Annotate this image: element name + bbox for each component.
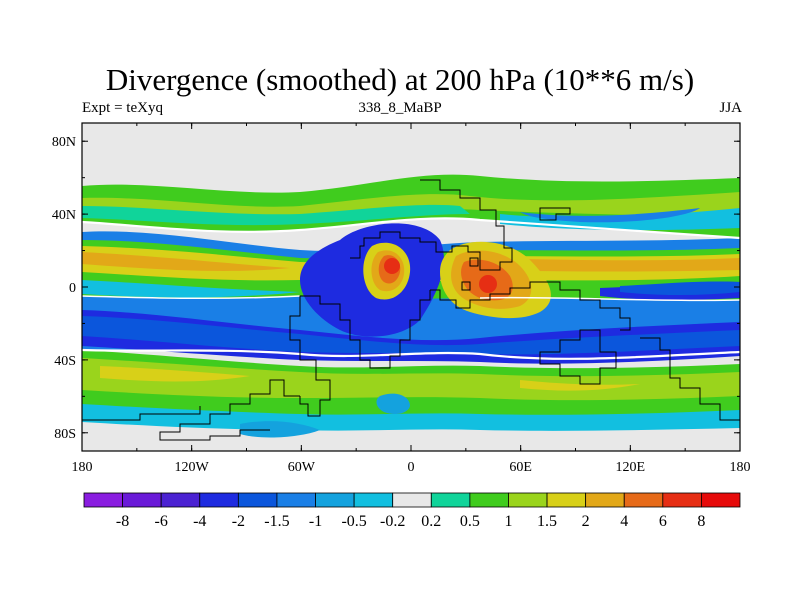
lon-tick-label: 180 — [72, 460, 93, 475]
colorbar-swatch — [546, 492, 587, 508]
divergence-map — [81, 122, 741, 452]
colorbar-label: -4 — [193, 513, 206, 530]
lat-tick-label: 80S — [54, 427, 76, 442]
longitude-axis: 180 120W 60W 0 60E 120E 180 — [72, 123, 751, 475]
colorbar-swatch — [315, 492, 355, 508]
colorbar-swatch — [237, 492, 278, 508]
colorbar-swatch — [508, 492, 548, 508]
colorbar-label: -0.2 — [380, 513, 405, 530]
lat-tick-label: 0 — [69, 281, 76, 296]
colorbar-swatch — [160, 492, 201, 508]
colorbar-swatch — [199, 492, 239, 508]
colorbar-swatch — [353, 492, 394, 508]
colorbar-label: -6 — [155, 513, 168, 530]
colorbar-swatch — [662, 492, 702, 508]
experiment-label: Expt = teXyq — [82, 100, 163, 116]
lat-tick-label: 40N — [52, 208, 76, 223]
lat-tick-label: 40S — [54, 354, 76, 369]
colorbar-label: 2 — [582, 513, 590, 530]
lat-tick-label: 80N — [52, 135, 76, 150]
colorbar-label: 0.2 — [421, 513, 441, 530]
colorbar-swatch — [122, 492, 162, 508]
colorbar-swatch — [83, 492, 123, 508]
colorbar-swatch — [701, 492, 741, 508]
colorbar-label: -0.5 — [341, 513, 366, 530]
colorbar-label: 6 — [659, 513, 667, 530]
colorbar-swatch — [623, 492, 664, 508]
lon-tick-label: 120E — [616, 460, 646, 475]
case-label: 338_8_MaBP — [358, 100, 442, 116]
colorbar-swatch — [392, 492, 432, 508]
colorbar-label: 4 — [620, 513, 628, 530]
colorbar-label: -1.5 — [264, 513, 289, 530]
colorbar: -8 -6 -4 -2 -1.5 -1 -0.5 -0.2 0.2 0.5 1 1.5 2 4 6 8 — [83, 492, 741, 530]
colorbar-swatch — [469, 492, 509, 508]
colorbar-swatch — [430, 492, 471, 508]
colorbar-swatch — [276, 492, 316, 508]
lon-tick-label: 120W — [175, 460, 210, 475]
colorbar-label: 1.5 — [537, 513, 557, 530]
colorbar-label: -1 — [309, 513, 322, 530]
colorbar-label: -8 — [116, 513, 129, 530]
contour-fill — [82, 174, 740, 451]
latitude-axis: 80N 40N 0 40S 80S — [52, 135, 740, 442]
lon-tick-label: 180 — [730, 460, 751, 475]
lon-tick-label: 60W — [288, 460, 316, 475]
lon-tick-label: 60E — [509, 460, 532, 475]
colorbar-label: 8 — [697, 513, 705, 530]
colorbar-label: 1 — [504, 513, 512, 530]
colorbar-label: -2 — [232, 513, 245, 530]
colorbar-label: 0.5 — [460, 513, 480, 530]
plot-title: Divergence (smoothed) at 200 hPa (10**6 … — [105, 62, 695, 97]
colorbar-swatch — [585, 492, 625, 508]
lon-tick-label: 0 — [408, 460, 415, 475]
coastlines — [82, 179, 740, 441]
season-label: JJA — [719, 100, 742, 116]
